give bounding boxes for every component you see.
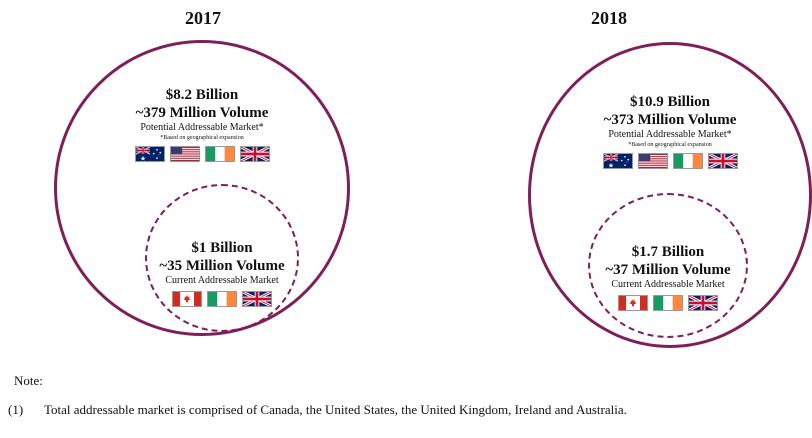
- potential-amount: $8.2 Billion: [165, 87, 239, 103]
- footnote-number: (1): [8, 402, 24, 417]
- year-title: 2017: [185, 8, 221, 28]
- year-title: 2018: [591, 8, 627, 28]
- current-market-block: $1 Billion ~35 Million Volume Current Ad…: [132, 239, 312, 307]
- current-volume: ~37 Million Volume: [605, 262, 731, 278]
- current-volume: ~35 Million Volume: [159, 258, 285, 274]
- uk-flag-icon: [239, 146, 270, 162]
- current-market-circle: [145, 184, 299, 332]
- current-label: Current Addressable Market: [165, 275, 279, 286]
- current-flags: [132, 291, 312, 307]
- australia-flag-icon: [602, 153, 633, 169]
- australia-flag-icon: [134, 146, 165, 162]
- potential-amount: $10.9 Billion: [629, 94, 711, 110]
- usa-flag-icon: [169, 146, 200, 162]
- potential-sublabel: *Based on geographical expansion: [160, 135, 244, 141]
- current-flags: [578, 295, 758, 311]
- panel-2018: 2018 $10.9 Billion ~373 Million Volume P…: [406, 0, 812, 360]
- current-market-circle: [588, 193, 748, 338]
- current-amount: $1.7 Billion: [631, 244, 705, 260]
- potential-label: Potential Addressable Market*: [140, 122, 264, 133]
- potential-flags: [570, 153, 770, 169]
- uk-flag-icon: [688, 295, 718, 311]
- note-title: Note:: [14, 373, 43, 388]
- potential-market-circle: [528, 42, 812, 348]
- usa-flag-icon: [637, 153, 668, 169]
- potential-sublabel: *Based on geographical expansion: [628, 142, 712, 148]
- canada-flag-icon: [618, 295, 648, 311]
- panel-2017: 2017 $8.2 Billion ~379 Million Volume Po…: [0, 0, 406, 360]
- footnote-text: Total addressable market is comprised of…: [44, 402, 627, 417]
- current-amount: $1 Billion: [191, 240, 253, 256]
- ireland-flag-icon: [207, 291, 237, 307]
- potential-volume: ~379 Million Volume: [135, 105, 269, 121]
- potential-flags: [102, 146, 302, 162]
- ireland-flag-icon: [653, 295, 683, 311]
- footnote: (1) Total addressable market is comprised…: [8, 402, 627, 418]
- uk-flag-icon: [242, 291, 272, 307]
- potential-market-circle: [54, 40, 350, 336]
- ireland-flag-icon: [672, 153, 703, 169]
- potential-market-block: $8.2 Billion ~379 Million Volume Potenti…: [102, 86, 302, 162]
- ireland-flag-icon: [204, 146, 235, 162]
- potential-label: Potential Addressable Market*: [608, 129, 732, 140]
- current-market-block: $1.7 Billion ~37 Million Volume Current …: [578, 243, 758, 311]
- potential-volume: ~373 Million Volume: [603, 112, 737, 128]
- canada-flag-icon: [172, 291, 202, 307]
- uk-flag-icon: [707, 153, 738, 169]
- current-label: Current Addressable Market: [611, 279, 725, 290]
- potential-market-block: $10.9 Billion ~373 Million Volume Potent…: [570, 93, 770, 169]
